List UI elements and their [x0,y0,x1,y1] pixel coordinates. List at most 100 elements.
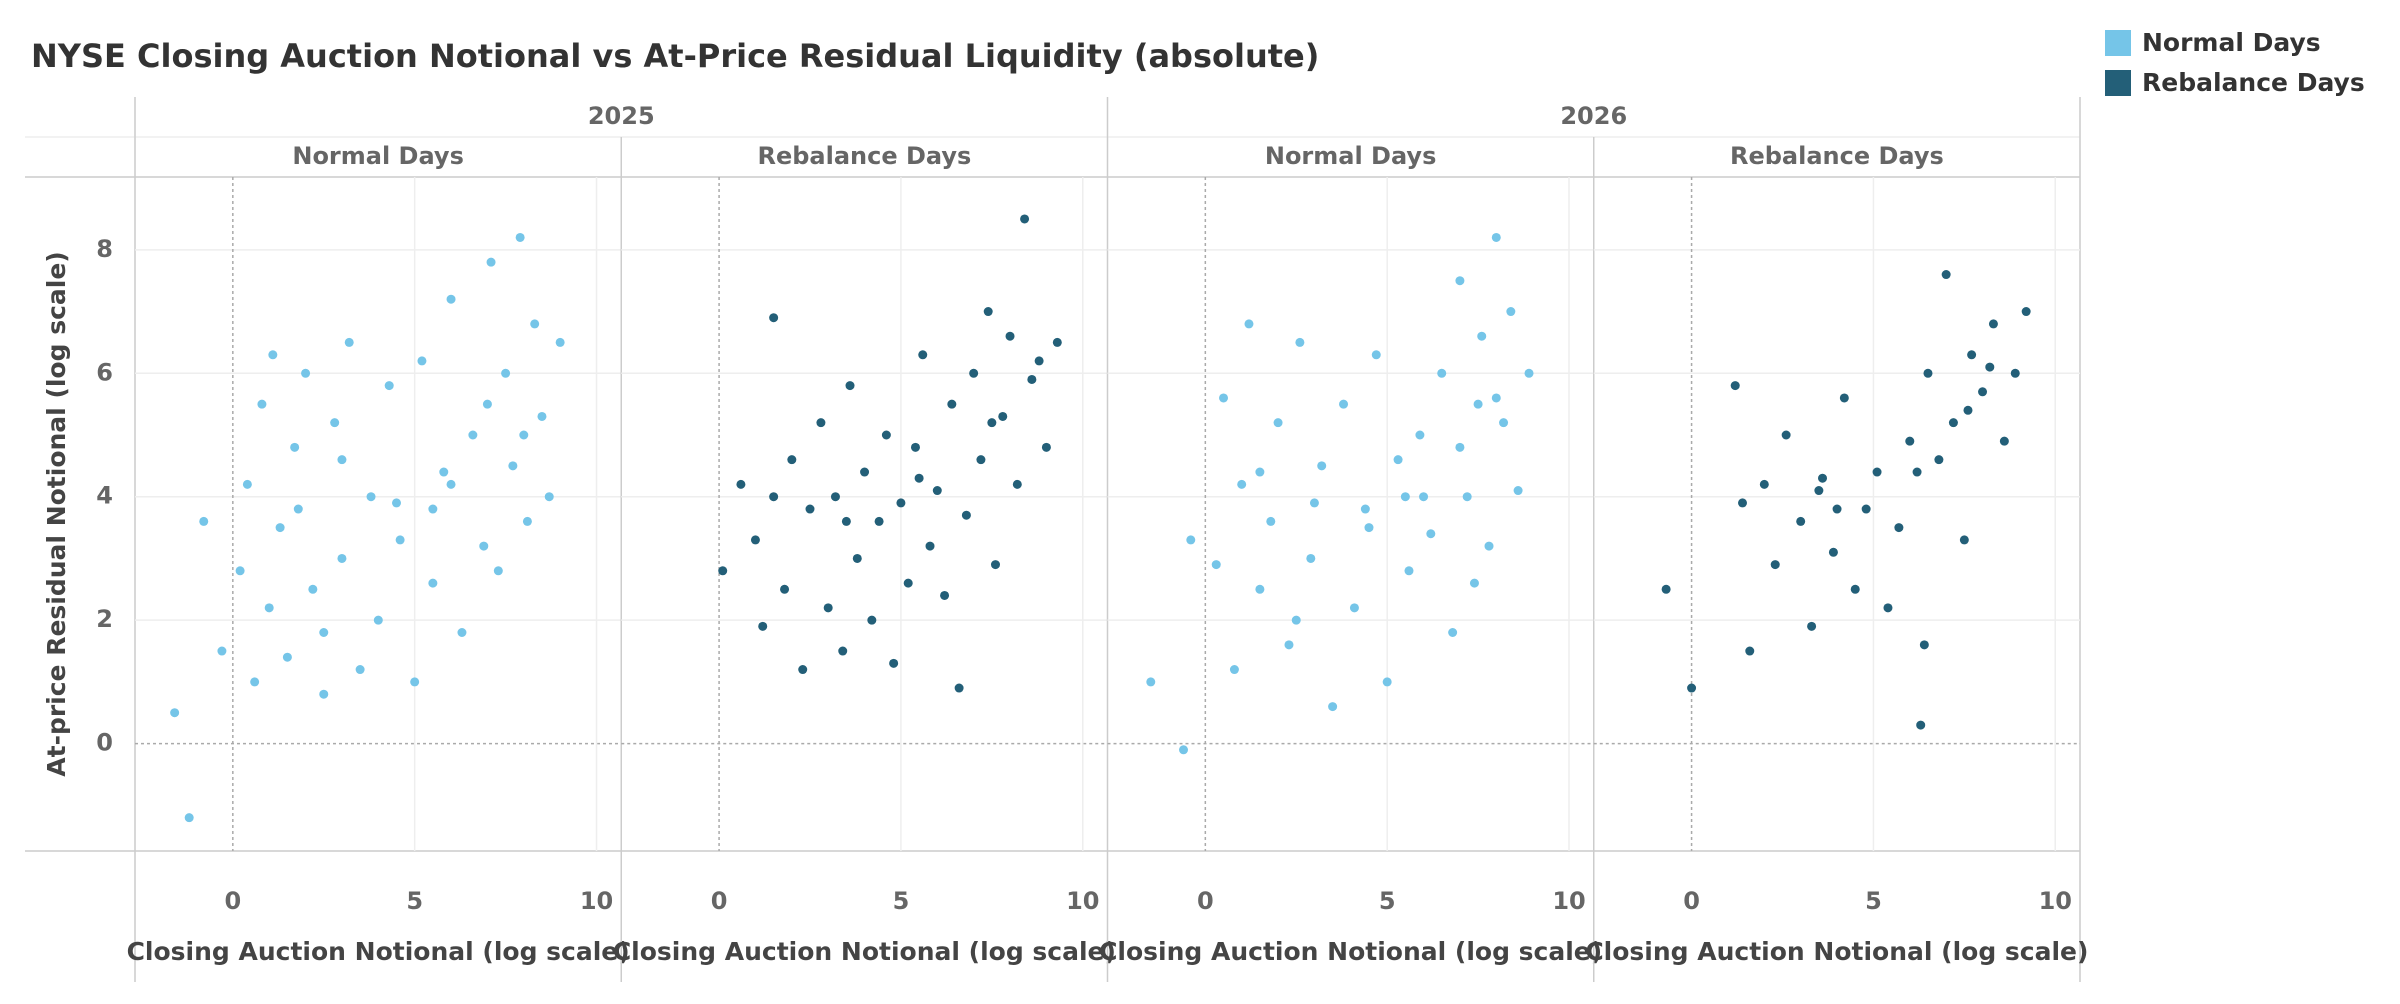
x-tick-label: 5 [1379,887,1396,915]
panel-header: Rebalance Days [757,142,971,170]
x-tick-label: 10 [580,887,613,915]
point [1781,430,1791,440]
point [275,523,285,533]
point [1317,461,1327,471]
point [337,455,347,465]
point [1404,566,1414,576]
point [1807,621,1817,631]
panel-header: Normal Days [292,142,464,170]
point [889,658,899,668]
point [257,399,267,409]
point [384,381,394,391]
point [1883,603,1893,613]
point [290,442,300,452]
point [530,319,540,329]
point [1266,516,1276,526]
point [1963,405,1973,415]
point [319,689,329,699]
legend-swatch [2105,30,2131,56]
point [344,337,354,347]
point [1291,615,1301,625]
point [1306,553,1316,563]
point [1295,337,1305,347]
point [787,455,797,465]
x-tick-label: 10 [1552,887,1585,915]
point [925,541,935,551]
point [1462,492,1472,502]
point [366,492,376,502]
point [823,603,833,613]
point [852,553,862,563]
point [998,411,1008,421]
x-tick-label: 5 [1865,887,1882,915]
point [1034,356,1044,366]
point [896,498,906,508]
x-tick-label: 0 [1683,887,1700,915]
point [482,399,492,409]
point [264,603,274,613]
point [1179,745,1189,755]
point [1349,603,1359,613]
point [170,708,180,718]
point [1814,486,1824,496]
point [1948,418,1958,428]
point [555,337,565,347]
x-tick-label: 5 [893,887,910,915]
panel-header: Rebalance Days [1730,142,1944,170]
point [184,813,194,823]
point [769,492,779,502]
point [410,677,420,687]
panel-header: Normal Days [1265,142,1437,170]
point [1273,418,1283,428]
point [1005,331,1015,341]
point [718,566,728,576]
point [1978,387,1988,397]
point [1491,232,1501,242]
point [798,665,808,675]
group-header: 2026 [1560,102,1627,130]
point [881,430,891,440]
point [1255,584,1265,594]
point [867,615,877,625]
point [1796,516,1806,526]
point [918,350,928,360]
group-header: 2025 [588,102,655,130]
x-axis-title: Closing Auction Notional (log scale) [127,937,630,966]
point [1818,473,1828,483]
point [439,467,449,477]
point [446,294,456,304]
point [932,486,942,496]
point [1872,467,1882,477]
x-tick-label: 10 [2039,887,2072,915]
point [987,418,997,428]
point [1012,479,1022,489]
point [544,492,554,502]
point [1477,331,1487,341]
point [1469,578,1479,588]
point [1912,467,1922,477]
point [417,356,427,366]
point [501,368,511,378]
point [1524,368,1534,378]
point [2021,307,2031,317]
point [2010,368,2020,378]
legend-label: Normal Days [2142,28,2321,57]
legend-label: Rebalance Days [2142,68,2365,97]
y-tick-label: 0 [96,729,113,757]
point [1985,362,1995,372]
point [914,473,924,483]
point [1020,214,1030,224]
point [519,430,529,440]
point [486,257,496,267]
chart-title: NYSE Closing Auction Notional vs At-Pric… [31,37,1319,75]
point [1999,436,2009,446]
point [428,578,438,588]
point [1959,535,1969,545]
point [1426,529,1436,539]
point [830,492,840,502]
point [1041,442,1051,452]
point [1759,479,1769,489]
y-axis-title: At-price Residual Notional (log scale) [42,251,71,776]
